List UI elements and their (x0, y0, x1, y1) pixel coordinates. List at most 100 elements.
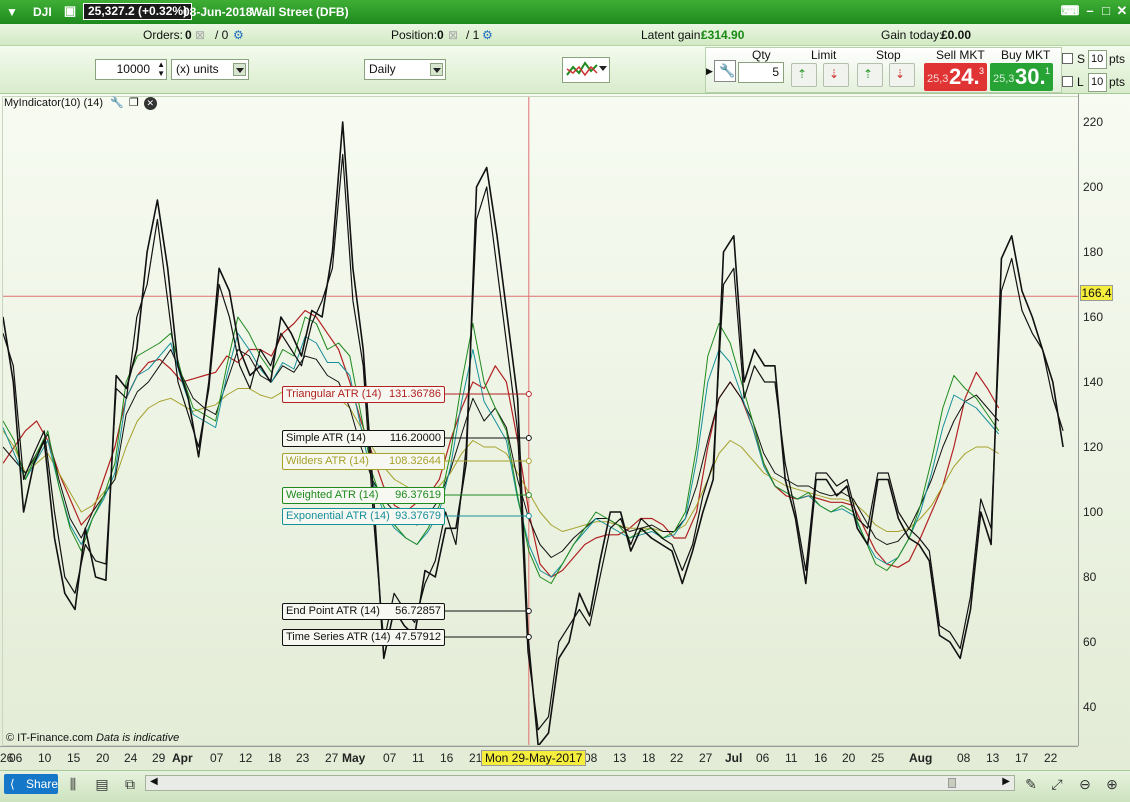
expand-arrow-icon[interactable]: ▶ (706, 66, 713, 76)
buy-price-big: 30. (1015, 64, 1046, 89)
y-axis[interactable] (1078, 94, 1130, 746)
zoom-in-icon[interactable]: ⊕ (1106, 776, 1118, 792)
legend-box[interactable]: Wilders ATR (14) 108.32644 (282, 453, 445, 470)
stop-buy-button[interactable]: ⇡ (857, 63, 883, 87)
crosshair-y-value: 166.4 (1080, 285, 1113, 301)
legend-name: Time Series ATR (14) (286, 631, 391, 643)
x-tick-label: 20 (842, 751, 856, 765)
limit-checkbox-label: L (1077, 75, 1084, 89)
x-tick-label: 13 (613, 751, 627, 765)
legend-box[interactable]: Exponential ATR (14) 93.37679 (282, 508, 445, 525)
scroll-left-icon[interactable]: ◀ (150, 776, 158, 787)
stop-checkbox[interactable] (1062, 53, 1073, 64)
maximize-icon[interactable]: □ (1102, 3, 1110, 18)
wrench-button[interactable]: 🔧 (714, 60, 736, 82)
scroll-right-icon[interactable]: ▶ (1002, 776, 1010, 787)
legend-value: 108.32644 (389, 455, 441, 467)
limit-buy-button[interactable]: ⇡ (791, 63, 817, 87)
stop-label: Stop (876, 48, 901, 62)
close-indicator-icon[interactable]: ✕ (143, 97, 157, 110)
chevron-down-icon[interactable] (233, 63, 246, 76)
y-tick-label: 140 (1083, 375, 1104, 389)
window-icon[interactable]: ❐ (128, 97, 139, 109)
chevron-down-icon[interactable] (599, 66, 607, 71)
sell-price-prefix: 25,3 (927, 73, 949, 85)
position-settings-icon[interactable]: ⚙ (482, 28, 493, 42)
limit-sell-button[interactable]: ⇣ (823, 63, 849, 87)
time-scrollbar[interactable]: ◀ ▶ (145, 775, 1015, 791)
wrench-icon: 🔧 (719, 63, 736, 78)
y-tick-label: 40 (1083, 700, 1097, 714)
chart-plot[interactable] (3, 96, 1079, 746)
chevron-down-icon[interactable] (430, 63, 443, 76)
footer-source: © IT-Finance.com (6, 732, 93, 744)
x-tick-label: 16 (440, 751, 454, 765)
share-label: Share (26, 777, 59, 791)
orders-settings-icon[interactable]: ⚙ (233, 28, 244, 42)
quantity-stepper[interactable]: 10000 ▲ ▼ (95, 59, 167, 80)
draw-tool-icon[interactable]: ✎ (1025, 776, 1037, 792)
info-icon[interactable]: ▣ (63, 3, 77, 18)
crosshair-point-marker (525, 513, 532, 519)
x-tick-label: 13 (986, 751, 1000, 765)
properties-icon[interactable]: ▤ (95, 776, 109, 792)
keyboard-icon[interactable]: ⌨ (1060, 3, 1080, 18)
zoom-out-icon[interactable]: ⊖ (1079, 776, 1091, 792)
legend-value: 56.72857 (395, 605, 441, 617)
stop-sell-button[interactable]: ⇣ (889, 63, 915, 87)
legend-box[interactable]: Time Series ATR (14) 47.57912 (282, 629, 445, 646)
x-tick-label: 27 (325, 751, 339, 765)
info-bar: Orders: 0 ⊠ / 0 ⚙ Position: 0 ⊠ / 1 ⚙ La… (0, 24, 1130, 46)
candlestick-icon[interactable]: ⫼ (69, 776, 77, 792)
share-button[interactable]: ⟨ Share (4, 774, 58, 794)
limit-points-input[interactable]: 10 (1088, 73, 1107, 92)
close-position-icon[interactable]: ⊠ (448, 28, 459, 42)
date-label: 08-Jun-2018 (183, 5, 253, 19)
legend-name: Wilders ATR (14) (286, 455, 369, 467)
y-tick-label: 60 (1083, 635, 1097, 649)
legend-box[interactable]: Weighted ATR (14) 96.37619 (282, 487, 445, 504)
limit-checkbox[interactable] (1062, 76, 1073, 87)
indicator-title: MyIndicator(10) (14) (4, 97, 104, 109)
price-box: 25,327.2 (+0.32%) (83, 3, 193, 20)
series-line-time-series-atr-14 (3, 121, 1064, 746)
qty-input[interactable]: 5 (738, 62, 784, 83)
close-icon[interactable]: ✕ (1116, 3, 1128, 18)
legend-box[interactable]: Simple ATR (14) 116.20000 (282, 430, 445, 447)
stepper-arrows-icon[interactable]: ▲ ▼ (157, 60, 165, 78)
timeframe-select[interactable]: Daily (364, 59, 446, 80)
buy-market-button[interactable]: 25,3 30. 1 (990, 63, 1053, 91)
buy-mkt-label: Buy MKT (1001, 48, 1051, 62)
y-tick-label: 220 (1083, 115, 1104, 129)
x-tick-label: 06 (9, 751, 23, 765)
x-axis[interactable] (0, 746, 1078, 770)
menu-arrow-icon[interactable]: ▼ (6, 5, 18, 19)
legend-value: 93.37679 (395, 510, 441, 522)
y-tick-label: 180 (1083, 245, 1104, 259)
orders-value: 0 (185, 28, 192, 42)
fit-icon[interactable]: ⤢ (1051, 776, 1063, 792)
indicator-title-bar: MyIndicator(10) (14) 🔧 ❐ ✕ (4, 96, 157, 110)
minimize-icon[interactable]: – (1086, 3, 1094, 18)
unit-select[interactable]: (x) units (171, 59, 249, 80)
series-line-weighted-atr-14 (3, 316, 1000, 584)
sell-market-button[interactable]: 25,3 24. 3 (924, 63, 987, 91)
quantity-value: 10000 (116, 62, 150, 76)
legend-box[interactable]: End Point ATR (14) 56.72857 (282, 603, 445, 620)
x-tick-label: 23 (296, 751, 310, 765)
stop-points-input[interactable]: 10 (1088, 50, 1107, 69)
gain-today-value: £0.00 (941, 28, 972, 42)
cancel-orders-icon[interactable]: ⊠ (195, 28, 206, 42)
position-value: 0 (437, 28, 444, 42)
symbol-label: DJI (33, 5, 52, 19)
indicator-menu-button[interactable] (562, 57, 610, 83)
sell-price-fraction: 3 (979, 66, 985, 76)
legend-box[interactable]: Triangular ATR (14) 131.36786 (282, 386, 445, 403)
layout-icon[interactable]: ⧉ (125, 776, 135, 792)
wrench-icon[interactable]: 🔧 (110, 97, 124, 109)
x-tick-label: 07 (383, 751, 397, 765)
orders-label: Orders: (143, 28, 184, 42)
x-tick-label: 26 (0, 751, 14, 765)
limit-pts-label: pts (1109, 75, 1126, 89)
scroll-thumb[interactable] (948, 778, 956, 788)
